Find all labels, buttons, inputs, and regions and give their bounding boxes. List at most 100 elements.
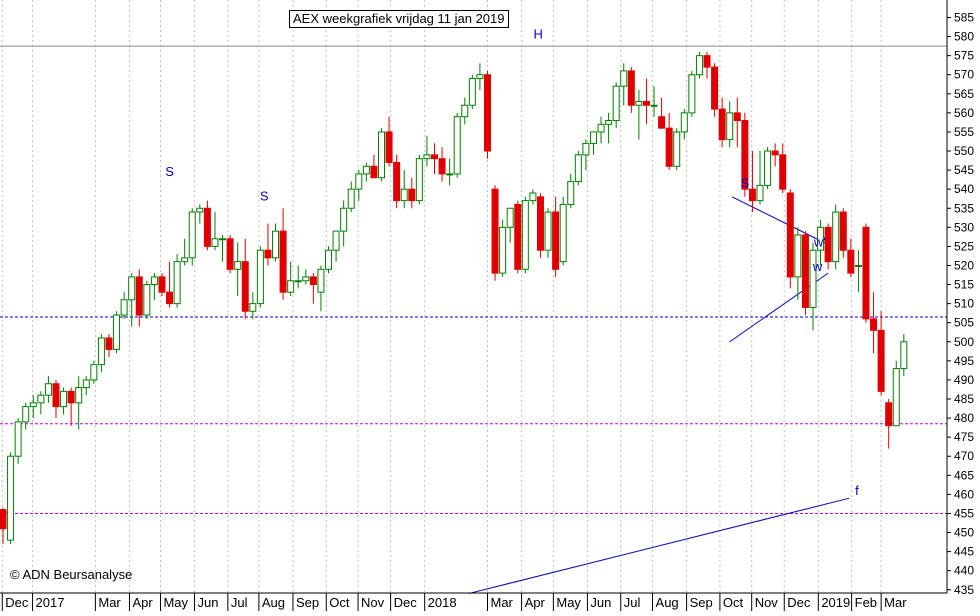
candle-body: [514, 203, 522, 270]
candle-body: [748, 188, 756, 202]
candle-body: [809, 249, 817, 308]
candle-body: [294, 280, 302, 283]
chart-annotation: S: [165, 164, 174, 179]
candle-body: [90, 364, 98, 381]
candle-body: [158, 276, 166, 293]
candle-body: [105, 337, 113, 350]
y-tick-label: 525: [954, 239, 974, 253]
candle-body: [188, 211, 196, 259]
candle-body: [718, 108, 726, 141]
y-tick-label: 485: [954, 392, 974, 406]
candles-layer: [0, 51, 908, 544]
candle-body: [226, 238, 234, 270]
candle-body: [658, 116, 666, 129]
y-tick-label: 555: [954, 125, 974, 139]
x-tick-label: 2017: [36, 595, 65, 610]
x-tick-label: Nov: [755, 595, 779, 610]
candle-body: [362, 165, 370, 175]
candle-body: [764, 150, 772, 186]
candle-body: [355, 173, 363, 190]
y-tick-label: 565: [954, 87, 974, 101]
candle-body: [370, 165, 378, 179]
candle-body: [37, 394, 45, 404]
candle-body: [211, 238, 219, 247]
candle-body: [203, 207, 211, 247]
candle-body: [839, 211, 847, 251]
candle-body: [559, 203, 567, 263]
candle-body: [52, 383, 60, 408]
y-tick-label: 580: [954, 30, 974, 44]
candle-body: [453, 116, 461, 175]
candle-body: [582, 142, 590, 156]
chart-annotation: S: [260, 189, 269, 204]
chart-credit: © ADN Beursanalyse: [10, 567, 133, 582]
candle-body: [627, 70, 635, 106]
y-tick-label: 535: [954, 201, 974, 215]
y-tick-label: 440: [954, 564, 974, 578]
candle-body: [287, 280, 295, 293]
candle-body: [347, 188, 355, 209]
candle-body: [589, 131, 597, 144]
x-tick-label: Mar: [491, 595, 514, 610]
candle-body: [529, 192, 537, 202]
candle-body: [325, 249, 333, 270]
candle-body: [605, 120, 613, 125]
y-tick-label: 585: [954, 11, 974, 25]
candle-body: [166, 291, 174, 305]
x-tick-label: Jul: [624, 595, 641, 610]
candle-body: [113, 314, 121, 350]
y-tick-label: 465: [954, 468, 974, 482]
x-tick-label: Dec: [787, 595, 811, 610]
candle-body: [862, 226, 870, 320]
candle-body: [726, 112, 734, 141]
candle-body: [29, 402, 37, 408]
x-tick-label: Oct: [329, 595, 350, 610]
x-tick-label: Feb: [855, 595, 877, 610]
horizontal-lines-layer: [0, 45, 947, 514]
x-tick-label: May: [163, 595, 188, 610]
y-tick-label: 445: [954, 545, 974, 559]
trend-line: [731, 196, 829, 245]
x-tick-label: Mar: [98, 595, 121, 610]
candle-body: [552, 211, 560, 270]
candle-body: [264, 249, 272, 259]
candle-body: [468, 78, 476, 106]
x-tick-label: Jul: [231, 595, 248, 610]
x-tick-label: Nov: [361, 595, 385, 610]
candle-body: [378, 131, 385, 179]
x-tick-label: Apr: [132, 595, 153, 610]
annotations-layer: S S H Sw' w f: [165, 26, 859, 498]
y-tick-label: 435: [954, 583, 974, 597]
candle-body: [741, 120, 749, 190]
candle-body: [824, 226, 832, 263]
candle-body: [476, 74, 484, 80]
y-tick-label: 545: [954, 163, 974, 177]
candle-body: [438, 158, 446, 175]
candle-body: [430, 154, 438, 160]
candle-body: [695, 55, 703, 76]
candle-body: [400, 188, 408, 202]
candle-body: [234, 261, 242, 270]
candle-body: [673, 131, 681, 167]
candle-body: [567, 181, 575, 205]
candle-body: [483, 74, 491, 152]
candle-body: [544, 211, 552, 251]
candle-body: [847, 249, 855, 274]
candle-body: [385, 131, 393, 163]
candle-body: [786, 192, 794, 278]
candle-body: [423, 154, 431, 160]
x-tick-label: Mar: [884, 595, 907, 610]
candle-body: [332, 230, 340, 251]
candle-body: [665, 127, 673, 167]
candle-body: [900, 341, 908, 369]
chart-annotation: w: [812, 259, 823, 274]
candle-body: [536, 196, 544, 251]
candle-body: [317, 268, 325, 293]
y-tick-label: 450: [954, 526, 974, 540]
candle-body: [181, 257, 189, 263]
y-tick-label: 540: [954, 182, 974, 196]
y-tick-label: 480: [954, 411, 974, 425]
chart-annotation: H: [534, 26, 543, 41]
candle-body: [635, 100, 643, 106]
